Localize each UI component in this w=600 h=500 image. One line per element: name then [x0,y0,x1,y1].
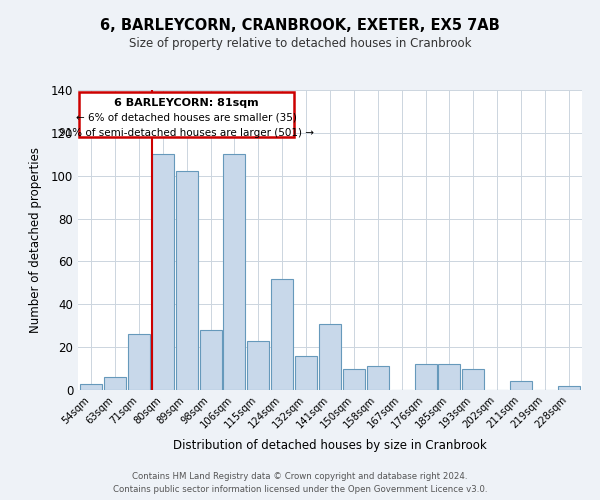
Bar [463,368,484,390]
Bar [247,340,269,390]
Bar [176,172,197,390]
Bar [128,334,150,390]
Bar [295,356,317,390]
Bar [558,386,580,390]
Text: 91% of semi-detached houses are larger (501) →: 91% of semi-detached houses are larger (… [59,128,314,138]
Y-axis label: Number of detached properties: Number of detached properties [29,147,43,333]
Text: ← 6% of detached houses are smaller (35): ← 6% of detached houses are smaller (35) [76,112,297,122]
Bar [271,278,293,390]
Bar [104,377,126,390]
Text: Contains public sector information licensed under the Open Government Licence v3: Contains public sector information licen… [113,485,487,494]
FancyBboxPatch shape [79,92,294,137]
Bar [415,364,437,390]
Bar [367,366,389,390]
Text: Size of property relative to detached houses in Cranbrook: Size of property relative to detached ho… [129,38,471,51]
Text: Contains HM Land Registry data © Crown copyright and database right 2024.: Contains HM Land Registry data © Crown c… [132,472,468,481]
Bar [319,324,341,390]
Bar [200,330,221,390]
Bar [152,154,174,390]
Bar [80,384,102,390]
Bar [439,364,460,390]
Text: 6 BARLEYCORN: 81sqm: 6 BARLEYCORN: 81sqm [114,98,259,108]
Bar [343,368,365,390]
Text: 6, BARLEYCORN, CRANBROOK, EXETER, EX5 7AB: 6, BARLEYCORN, CRANBROOK, EXETER, EX5 7A… [100,18,500,32]
X-axis label: Distribution of detached houses by size in Cranbrook: Distribution of detached houses by size … [173,439,487,452]
Bar [510,382,532,390]
Bar [223,154,245,390]
